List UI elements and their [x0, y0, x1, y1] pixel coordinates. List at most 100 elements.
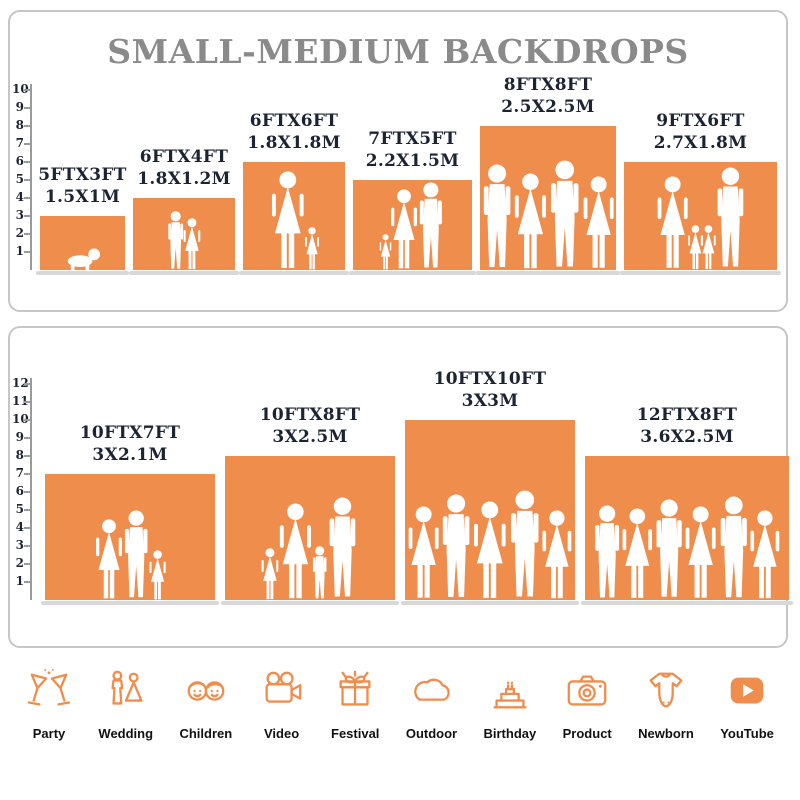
- category-children: Children: [179, 668, 232, 741]
- ruler-number: 2: [15, 226, 24, 240]
- ruler-number: 1: [15, 244, 24, 258]
- category-label: YouTube: [720, 726, 774, 741]
- backdrop-size-ft: 7FTX5FT: [368, 129, 457, 149]
- ruler-tick: [24, 563, 30, 565]
- category-label: Party: [32, 726, 66, 741]
- ruler-number: 3: [15, 208, 24, 222]
- ruler-tick: [24, 197, 30, 199]
- backdrop-size-m: 3X3M: [461, 391, 519, 412]
- backdrop-size-ft: 6FTX6FT: [249, 111, 339, 131]
- backdrop: [40, 216, 125, 270]
- ruler-number: 5: [15, 172, 24, 186]
- person-silhouette-woman: [538, 510, 575, 600]
- ruler-number: 5: [15, 502, 24, 516]
- backdrop-shadow: [349, 271, 476, 275]
- backdrop-label: 10FTX10FT 3X3M: [365, 368, 615, 412]
- ruler-number: 9: [15, 430, 24, 444]
- ruler-number: 6: [15, 484, 24, 498]
- backdrop-label: 9FTX6FT 2.7X1.8M: [584, 110, 800, 154]
- category-bar: Party Wedding Children Video: [0, 668, 800, 741]
- ruler-tick: [24, 527, 30, 529]
- silhouette-group: [405, 490, 575, 600]
- backdrop-shadow: [620, 271, 781, 275]
- backdrop-size-ft: 5FTX3FT: [38, 165, 127, 185]
- backdrop-size-ft: 10FTX7FT: [79, 423, 181, 443]
- ruler-tick: [24, 437, 30, 439]
- backdrop-size-m: 3.6X2.5M: [640, 427, 734, 448]
- party-icon: [27, 668, 71, 706]
- ruler-tick: [24, 491, 30, 493]
- person-silhouette-girl: [303, 227, 321, 270]
- ruler-tick: [24, 179, 30, 181]
- ruler-number: 12: [12, 376, 29, 390]
- person-silhouette-woman: [746, 510, 784, 600]
- ruler-tick: [24, 125, 30, 127]
- ruler-tick: [24, 89, 30, 91]
- backdrop-shadow: [36, 271, 129, 275]
- category-youtube: YouTube: [720, 668, 774, 741]
- category-label: Outdoor: [405, 726, 458, 741]
- category-video: Video: [259, 668, 305, 741]
- backdrop-size-m: 2.5X2.5M: [501, 97, 595, 118]
- ruler-number: 9: [15, 100, 24, 114]
- top-panel: SMALL-MEDIUM BACKDROPS 1 2 3 4 5 6 7 8 9 10 5FTX3F…: [8, 10, 788, 312]
- ruler-number: 3: [15, 538, 24, 552]
- backdrop-label: 7FTX5FT 2.2X1.5M: [313, 128, 512, 172]
- video-icon: [265, 671, 301, 703]
- product-icon: [567, 675, 607, 706]
- backdrop-size-m: 1.8X1.8M: [247, 133, 341, 154]
- category-product: Product: [563, 668, 612, 741]
- silhouette-group: [45, 510, 215, 600]
- ruler-number: 2: [15, 556, 24, 570]
- backdrop-shadow: [239, 271, 349, 275]
- category-label: Children: [179, 726, 233, 741]
- backdrop: [480, 126, 616, 270]
- backdrop-size-m: 1.5X1M: [44, 187, 121, 208]
- silhouette-group: [585, 496, 789, 600]
- ruler-tick: [24, 143, 30, 145]
- ruler-number: 1: [15, 574, 24, 588]
- silhouette-group: [40, 247, 125, 270]
- backdrop-size-m: 1.8X1.2M: [137, 169, 231, 190]
- person-silhouette-man: [712, 167, 749, 270]
- backdrop-shadow: [41, 601, 219, 605]
- backdrop-size-m: 2.2X1.5M: [365, 151, 460, 172]
- backdrop-label: 10FTX7FT 3X2.1M: [5, 422, 255, 466]
- wedding-icon: [111, 670, 143, 705]
- backdrop-size-ft: 9FTX6FT: [656, 111, 745, 131]
- ruler-number: 8: [15, 118, 24, 132]
- silhouette-group: [480, 160, 616, 270]
- ruler-tick: [24, 419, 30, 421]
- backdrop: [405, 420, 575, 600]
- ruler-number: 4: [15, 190, 24, 204]
- category-party: Party: [26, 668, 72, 741]
- backdrop-label: 12FTX8FT 3.6X2.5M: [545, 404, 800, 448]
- person-silhouette-girl: [181, 218, 203, 270]
- backdrop-label: 6FTX4FT 1.8X1.2M: [93, 146, 275, 190]
- category-label: Wedding: [98, 726, 154, 741]
- silhouette-group: [353, 182, 472, 270]
- birthday-icon: [493, 681, 527, 709]
- person-silhouette-girl: [147, 550, 168, 600]
- festival-icon: [339, 670, 371, 706]
- backdrop-label: 8FTX8FT 2.5X2.5M: [440, 74, 656, 118]
- ruler-tick: [24, 107, 30, 109]
- newborn-icon: [649, 672, 683, 708]
- backdrop: [624, 162, 777, 270]
- bottom-panel: 1 2 3 4 5 6 7 8 9 10 11 12 10FTX7FT 3X2.1M 10FTX8FT 3X2…: [5, 326, 793, 648]
- category-newborn: Newborn: [638, 668, 694, 741]
- ruler-number: 7: [15, 466, 24, 480]
- backdrop-label: 5FTX3FT 1.5X1M: [0, 164, 165, 208]
- backdrop-size-ft: 6FTX4FT: [139, 147, 229, 167]
- ruler-number: 8: [15, 448, 24, 462]
- youtube-icon: [730, 677, 764, 704]
- ruler-tick: [24, 233, 30, 235]
- category-wedding: Wedding: [98, 668, 153, 741]
- ruler-line: [30, 84, 32, 270]
- backdrop-size-ft: 12FTX8FT: [636, 405, 738, 425]
- person-silhouette-baby: [64, 247, 101, 270]
- backdrop: [45, 474, 215, 600]
- person-silhouette-man: [415, 182, 447, 270]
- backdrop: [133, 198, 235, 270]
- backdrop: [585, 456, 789, 600]
